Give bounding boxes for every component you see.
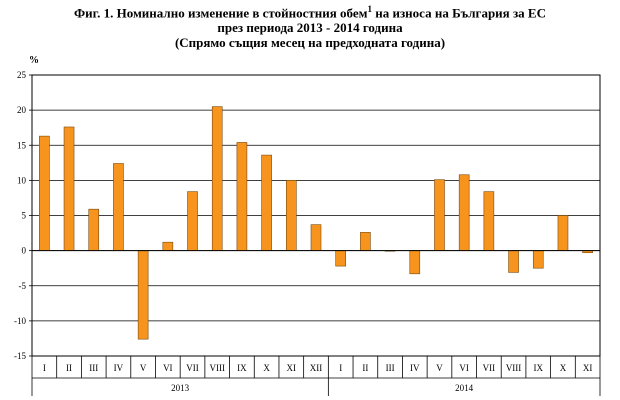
y-tick-label: 0 (22, 246, 27, 256)
x-category-label: XI (287, 363, 297, 373)
x-category-label: VIII (209, 363, 225, 373)
bar (39, 135, 50, 251)
x-category-label: VIII (506, 363, 522, 373)
bar (187, 191, 198, 251)
title-line-3: (Спрямо същия месец на предходната годин… (174, 35, 446, 51)
y-tick-label: 25 (17, 70, 27, 80)
bar (162, 241, 174, 251)
bar (409, 250, 421, 275)
bar (88, 208, 100, 251)
x-category-label: VI (163, 363, 173, 373)
bar (63, 126, 75, 251)
bar (458, 174, 470, 251)
title-line-1: Фиг. 1. Номинално изменение в стойностни… (0, 2, 620, 20)
title-part-2: на износа на България за ЕС (371, 5, 546, 21)
bar (310, 224, 322, 251)
x-category-label: III (386, 363, 395, 373)
bar (236, 142, 248, 251)
x-category-label: XI (583, 363, 593, 373)
y-axis-unit: % (29, 55, 39, 66)
bar (335, 250, 346, 267)
chart-title: Фиг. 1. Номинално изменение в стойностни… (0, 2, 620, 50)
x-group-label: 2013 (171, 383, 190, 393)
x-category-label: I (43, 363, 46, 373)
x-category-label: V (140, 363, 147, 373)
x-category-label: X (263, 363, 270, 373)
bar (211, 106, 223, 251)
x-category-label: IX (237, 363, 247, 373)
x-group-label: 2014 (455, 383, 474, 393)
y-tick-label: 15 (17, 140, 27, 150)
y-tick-label: -5 (19, 281, 27, 291)
bar (113, 163, 124, 251)
y-tick-label: -15 (14, 351, 26, 361)
plot-frame (31, 74, 601, 357)
bar (508, 250, 519, 273)
bar (286, 180, 297, 251)
title-part-1: Фиг. 1. Номинално изменение в стойностни… (74, 5, 368, 21)
title-line-2: през периода 2013 - 2014 година (217, 20, 403, 36)
bar (532, 250, 544, 269)
x-category-label: V (436, 363, 443, 373)
bar (261, 154, 272, 251)
x-category-label: VII (483, 363, 496, 373)
y-tick-label: -10 (14, 316, 26, 326)
x-category-label: III (89, 363, 98, 373)
y-tick-label: 10 (17, 175, 27, 185)
x-category-label: II (66, 363, 72, 373)
bar (137, 250, 149, 340)
x-category-label: IV (410, 363, 420, 373)
x-category-label: VII (186, 363, 199, 373)
x-category-label: IX (534, 363, 544, 373)
x-category-label: XII (310, 363, 323, 373)
x-category-label: I (339, 363, 342, 373)
x-category-label: IV (114, 363, 124, 373)
title-footnote-mark: 1 (367, 4, 372, 14)
axes (29, 74, 601, 396)
bar (434, 179, 445, 251)
bar (483, 191, 495, 251)
y-tick-label: 20 (17, 105, 27, 115)
x-category-label: VI (459, 363, 469, 373)
bar (557, 215, 569, 251)
y-tick-label: 5 (22, 211, 27, 221)
x-category-label: X (560, 363, 567, 373)
x-category-label: II (362, 363, 368, 373)
bar (360, 232, 371, 251)
bars (39, 106, 593, 340)
